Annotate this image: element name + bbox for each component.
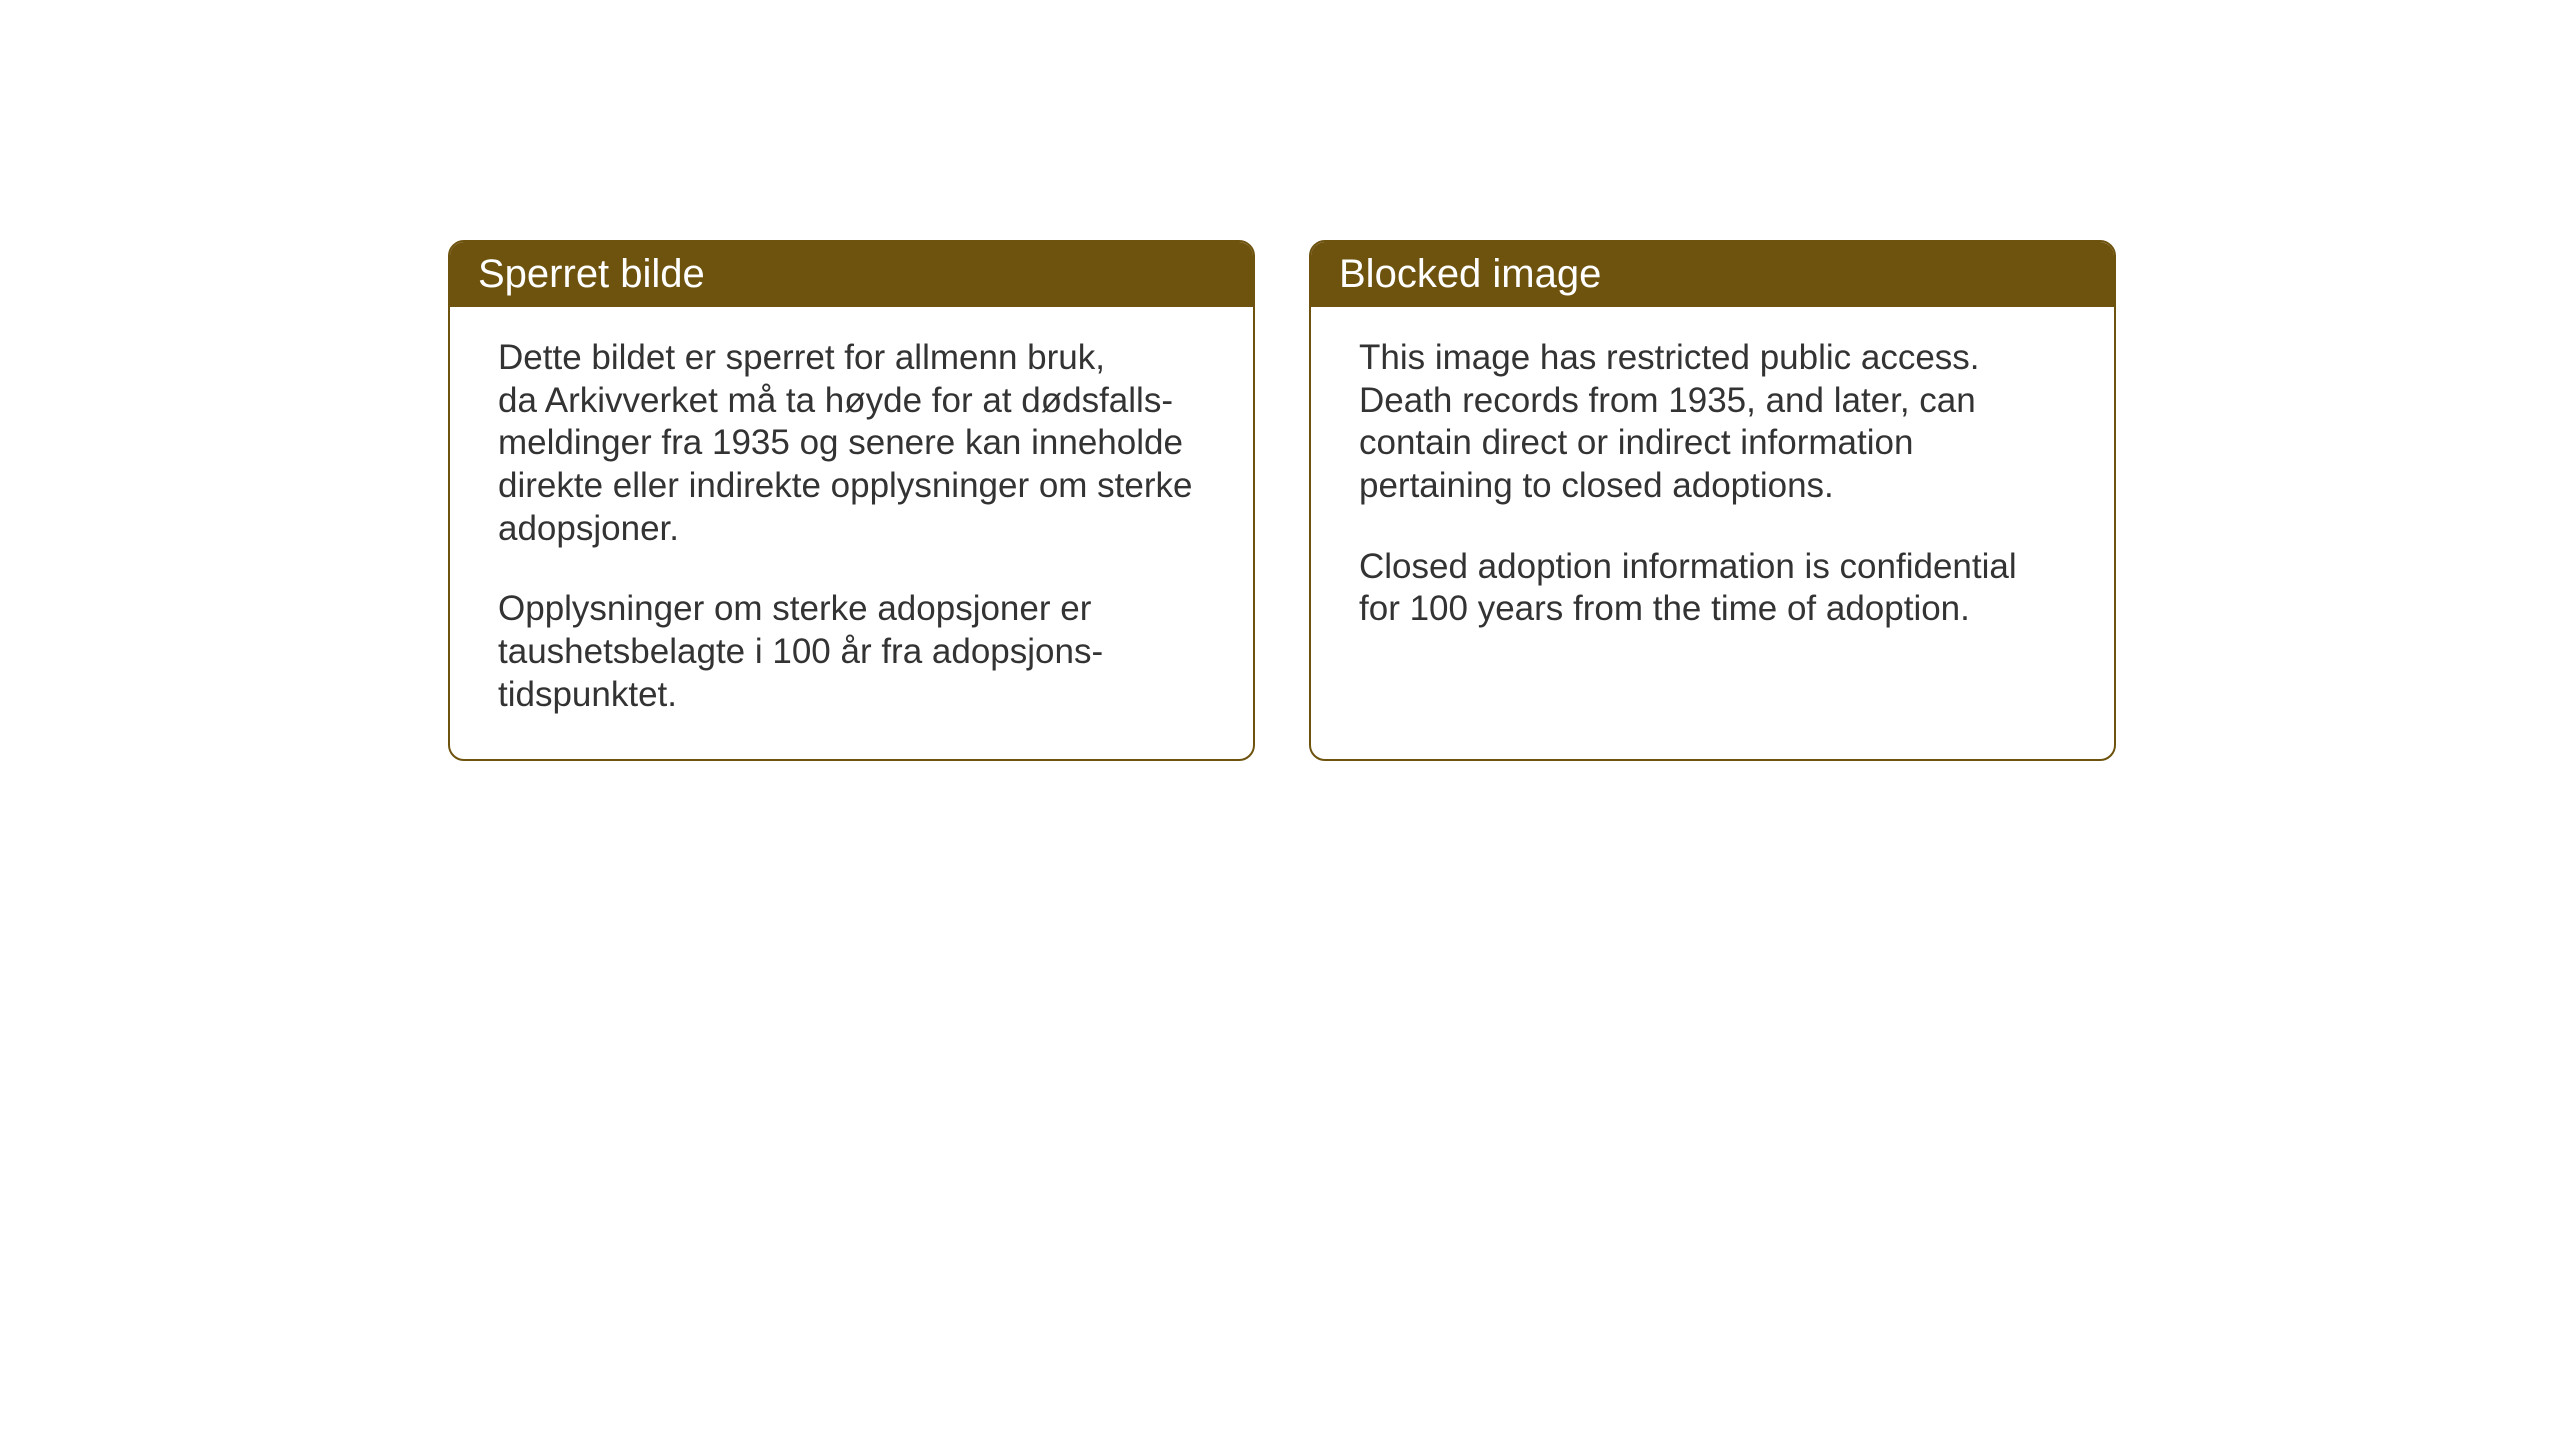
notice-container: Sperret bilde Dette bildet er sperret fo… (448, 240, 2116, 761)
text-line: for 100 years from the time of adoption. (1359, 589, 1970, 628)
english-card-body: This image has restricted public access.… (1311, 307, 2114, 721)
english-paragraph-1: This image has restricted public access.… (1359, 337, 2066, 508)
text-line: Opplysninger om sterke adopsjoner er (498, 589, 1091, 628)
english-card-title: Blocked image (1311, 242, 2114, 307)
text-line: This image has restricted public access. (1359, 338, 1980, 377)
norwegian-notice-card: Sperret bilde Dette bildet er sperret fo… (448, 240, 1255, 761)
text-line: meldinger fra 1935 og senere kan innehol… (498, 423, 1183, 462)
text-line: adopsjoner. (498, 509, 679, 548)
text-line: da Arkivverket må ta høyde for at dødsfa… (498, 381, 1173, 420)
text-line: Dette bildet er sperret for allmenn bruk… (498, 338, 1105, 377)
text-line: Death records from 1935, and later, can (1359, 381, 1976, 420)
text-line: contain direct or indirect information (1359, 423, 1913, 462)
norwegian-paragraph-2: Opplysninger om sterke adopsjoner er tau… (498, 588, 1205, 716)
english-paragraph-2: Closed adoption information is confident… (1359, 546, 2066, 631)
norwegian-card-title: Sperret bilde (450, 242, 1253, 307)
text-line: Closed adoption information is confident… (1359, 547, 2017, 586)
norwegian-paragraph-1: Dette bildet er sperret for allmenn bruk… (498, 337, 1205, 550)
norwegian-card-body: Dette bildet er sperret for allmenn bruk… (450, 307, 1253, 759)
text-line: taushetsbelagte i 100 år fra adopsjons- (498, 632, 1103, 671)
text-line: pertaining to closed adoptions. (1359, 466, 1834, 505)
text-line: direkte eller indirekte opplysninger om … (498, 466, 1193, 505)
text-line: tidspunktet. (498, 675, 677, 714)
english-notice-card: Blocked image This image has restricted … (1309, 240, 2116, 761)
